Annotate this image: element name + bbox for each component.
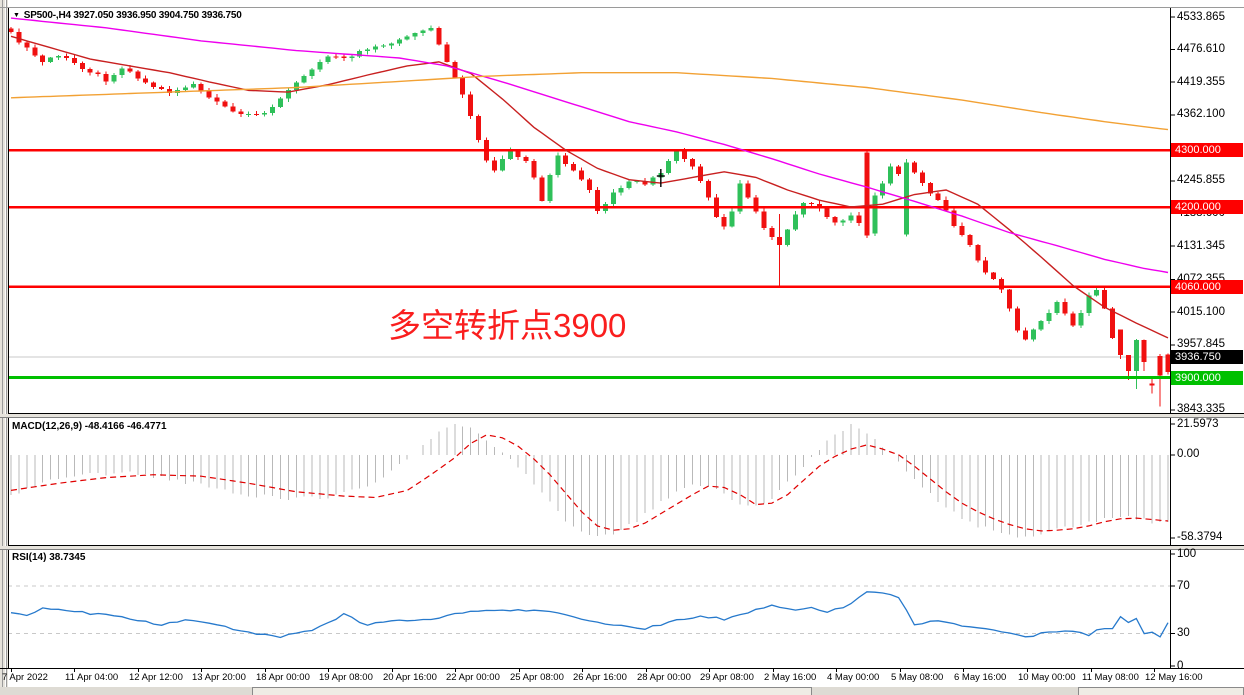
macd-indicator-label: MACD(12,26,9) -48.4166 -46.4771 xyxy=(12,421,167,432)
macd-axis-label: 0.00 xyxy=(1177,448,1200,461)
background-window-titlebar[interactable] xyxy=(1078,687,1244,695)
macd-axis-label: 21.5973 xyxy=(1177,417,1219,430)
price-axis-label: 3957.845 xyxy=(1177,338,1225,351)
price-axis-label: 4419.355 xyxy=(1177,75,1225,88)
time-axis-label[interactable]: 12 Apr 12:00 xyxy=(129,672,183,683)
price-axis-badge: 3900.000 xyxy=(1171,370,1243,385)
ma-fast-red xyxy=(10,35,1169,339)
price-axis-label: 3843.335 xyxy=(1177,403,1225,416)
panel-borders xyxy=(0,7,1244,672)
time-axis-label[interactable]: 11 Apr 04:00 xyxy=(65,672,119,683)
price-axis-label: 4131.345 xyxy=(1177,239,1225,252)
time-axis-label[interactable]: 25 Apr 08:00 xyxy=(510,672,564,683)
macd-panel xyxy=(10,424,1169,538)
price-axis-badge: 4200.000 xyxy=(1171,200,1243,215)
price-axis-label: 4533.865 xyxy=(1177,10,1225,23)
chart-symbol-title[interactable]: ▼ SP500-,H4 3927.050 3936.950 3904.750 39… xyxy=(13,10,242,21)
time-axis-label[interactable]: 5 May 08:00 xyxy=(891,672,944,683)
crosshair-marker xyxy=(656,169,665,188)
rsi-axis-label: 0 xyxy=(1177,659,1184,672)
time-axis-label[interactable]: 29 Apr 08:00 xyxy=(700,672,754,683)
horizontal-levels xyxy=(8,148,1170,380)
time-axis-label[interactable]: 26 Apr 16:00 xyxy=(573,672,627,683)
rsi-axis-label: 100 xyxy=(1177,547,1197,560)
time-axis-label[interactable]: 11 May 08:00 xyxy=(1082,672,1139,683)
dropdown-arrow-icon[interactable]: ▼ xyxy=(13,12,20,19)
rsi-panel xyxy=(8,585,1170,639)
background-window-titlebar[interactable] xyxy=(252,687,812,695)
price-axis-badge: 3936.750 xyxy=(1171,349,1243,364)
rsi-indicator-label: RSI(14) 38.7345 xyxy=(12,552,86,563)
price-axis-label: 4245.855 xyxy=(1177,174,1225,187)
time-axis-label[interactable]: 20 Apr 16:00 xyxy=(383,672,437,683)
ma-mid-magenta xyxy=(10,17,1169,274)
macd-histogram xyxy=(10,424,1169,538)
moving-averages xyxy=(10,17,1169,339)
price-axis-label: 4476.610 xyxy=(1177,43,1225,56)
time-axis-label[interactable]: 2 May 16:00 xyxy=(764,672,817,683)
title-text: SP500-,H4 3927.050 3936.950 3904.750 393… xyxy=(23,10,242,21)
rsi-axis-label: 70 xyxy=(1177,579,1190,592)
macd-axis-label: -58.3794 xyxy=(1177,531,1223,544)
time-axis-label[interactable]: 18 Apr 00:00 xyxy=(256,672,310,683)
candlestick-chart xyxy=(9,25,1170,407)
rsi-axis-label: 30 xyxy=(1177,627,1190,640)
chart-annotation-text[interactable]: 多空转折点3900 xyxy=(388,307,627,344)
time-axis-label[interactable]: 6 May 16:00 xyxy=(954,672,1007,683)
time-axis-label[interactable]: 7 Apr 2022 xyxy=(2,672,48,683)
price-axis-badge: 4060.000 xyxy=(1171,279,1243,294)
rsi-line xyxy=(10,591,1169,639)
time-axis-label[interactable]: 13 Apr 20:00 xyxy=(192,672,246,683)
price-axis-label: 4015.100 xyxy=(1177,305,1225,318)
macd-signal-line xyxy=(10,434,1169,532)
time-axis-label[interactable]: 22 Apr 00:00 xyxy=(446,672,500,683)
price-axis-badge: 4300.000 xyxy=(1171,143,1243,158)
time-axis-label[interactable]: 4 May 00:00 xyxy=(827,672,880,683)
time-axis-label[interactable]: 10 May 00:00 xyxy=(1018,672,1076,683)
time-axis-label[interactable]: 19 Apr 08:00 xyxy=(319,672,373,683)
ma-slow-orange xyxy=(10,71,1169,131)
time-axis-label[interactable]: 12 May 16:00 xyxy=(1145,672,1203,683)
price-axis-label: 4362.100 xyxy=(1177,108,1225,121)
time-axis-label[interactable]: 28 Apr 00:00 xyxy=(637,672,691,683)
